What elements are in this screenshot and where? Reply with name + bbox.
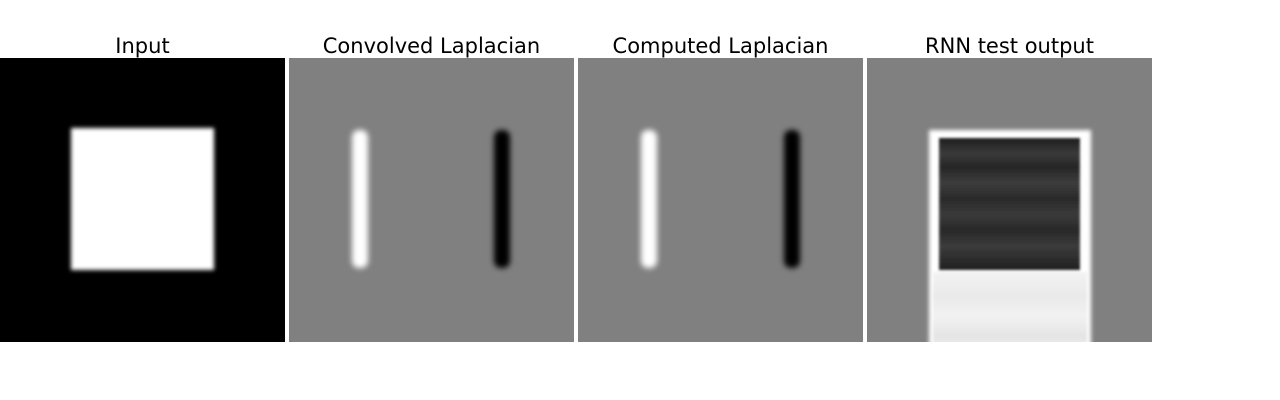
panel-rnn-test-output (867, 58, 1152, 342)
rnn-test-output-image (867, 58, 1152, 342)
computed-right-edge-dark (784, 130, 800, 268)
computed-left-edge-bright (641, 130, 657, 268)
convolved-background (289, 58, 574, 342)
input-image (0, 58, 285, 342)
panel-title-rnn-test-output: RNN test output (925, 34, 1094, 58)
panel-computed-laplacian (578, 58, 863, 342)
panel-title-computed-laplacian: Computed Laplacian (612, 34, 829, 58)
convolved-left-edge-bright (352, 130, 368, 268)
panel-input (0, 58, 285, 342)
rnn-dark-inner-region (939, 138, 1080, 270)
convolved-right-edge-dark (494, 130, 510, 268)
panel-convolved-laplacian (289, 58, 574, 342)
rnn-lower-light-region (933, 272, 1087, 342)
convolved-laplacian-image (289, 58, 574, 342)
computed-laplacian-image (578, 58, 863, 342)
panel-title-convolved-laplacian: Convolved Laplacian (322, 34, 541, 58)
panel-title-input: Input (115, 34, 170, 58)
input-square (71, 128, 214, 270)
computed-background (578, 58, 863, 342)
